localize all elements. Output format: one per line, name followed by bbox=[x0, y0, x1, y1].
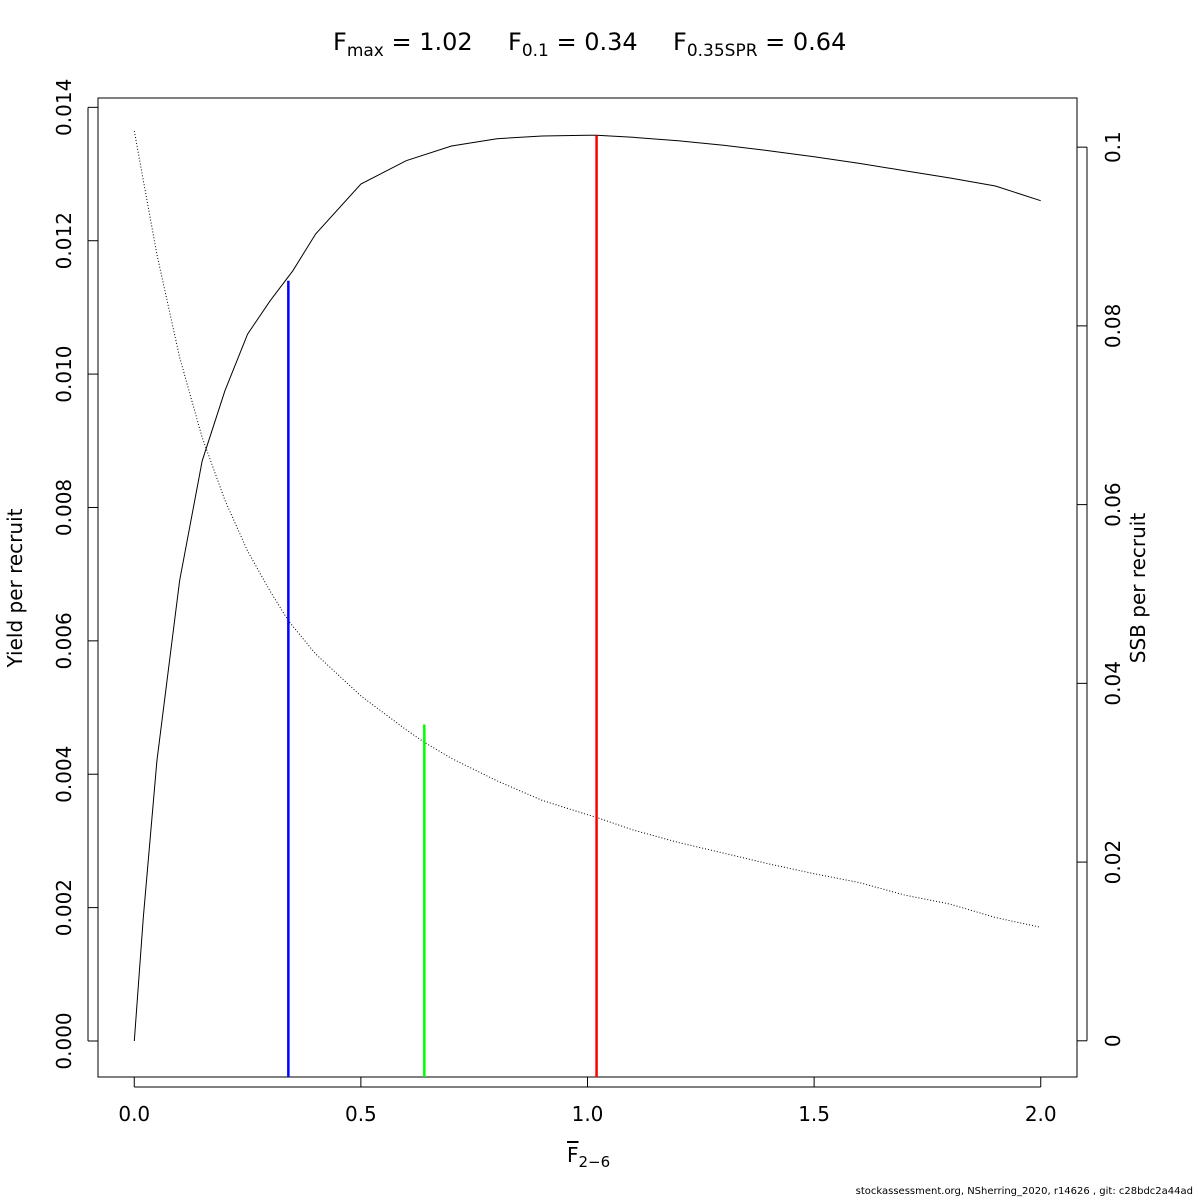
title-fmax-sub: max bbox=[346, 41, 384, 61]
yield-per-recruit-line bbox=[133, 134, 1041, 1042]
footer-credit: stockassessment.org, NSherring_2020, r14… bbox=[855, 1186, 1193, 1197]
title-f01-value: = 0.34 bbox=[548, 28, 638, 56]
title-f01: F0.1 = 0.34 bbox=[508, 28, 638, 61]
y-tick-label: 0.008 bbox=[52, 479, 76, 536]
y2-axis-label: SSB per recruit bbox=[1126, 513, 1150, 664]
x-tick-label: 1.0 bbox=[572, 1102, 604, 1126]
title-fspr-base: F bbox=[673, 28, 687, 56]
x-axis-label-base: F bbox=[567, 1143, 579, 1167]
y-tick-label: 0.014 bbox=[52, 79, 76, 136]
plot-area: 0.0 0.5 1.0 1.5 2.0 0.000 0.002 0.004 0.006 0.008… bbox=[52, 79, 1125, 1126]
x-axis-label-sub: 2−6 bbox=[578, 1153, 611, 1171]
plot-frame bbox=[97, 97, 1078, 1078]
title-fmax: Fmax = 1.02 bbox=[333, 28, 473, 61]
y2-tick-label: 0.1 bbox=[1101, 131, 1125, 163]
y2-tick-label: 0.04 bbox=[1101, 661, 1125, 706]
title-fmax-base: F bbox=[333, 28, 347, 56]
y-tick-label: 0.012 bbox=[52, 212, 76, 269]
y-axis-label: Yield per recruit bbox=[3, 508, 27, 668]
y-tick-label: 0.002 bbox=[52, 879, 76, 936]
y-tick-label: 0.000 bbox=[52, 1012, 76, 1069]
y-tick-label: 0.004 bbox=[52, 746, 76, 803]
title-f01-sub: 0.1 bbox=[521, 41, 549, 61]
x-tick-label: 0.5 bbox=[345, 1102, 377, 1126]
y2-tick-label: 0.08 bbox=[1101, 304, 1125, 349]
y2-tick-label: 0.06 bbox=[1101, 482, 1125, 527]
x-tick-label: 0.0 bbox=[118, 1102, 150, 1126]
y-tick-label: 0.010 bbox=[52, 345, 76, 402]
y-tick-label: 0.006 bbox=[52, 612, 76, 669]
x-axis-label: F2−6 bbox=[567, 1143, 610, 1171]
y2-tick-label: 0 bbox=[1101, 1034, 1125, 1047]
title-fspr-sub: 0.35SPR bbox=[686, 41, 758, 61]
title-fspr-value: = 0.64 bbox=[757, 28, 847, 56]
title-fmax-value: = 1.02 bbox=[383, 28, 473, 56]
title-fspr: F0.35SPR = 0.64 bbox=[673, 28, 846, 61]
x-tick-label: 1.5 bbox=[798, 1102, 830, 1126]
y2-tick-label: 0.02 bbox=[1101, 840, 1125, 885]
title-f01-base: F bbox=[508, 28, 522, 56]
x-tick-label: 2.0 bbox=[1025, 1102, 1057, 1126]
ssb-per-recruit-line bbox=[133, 131, 1041, 928]
